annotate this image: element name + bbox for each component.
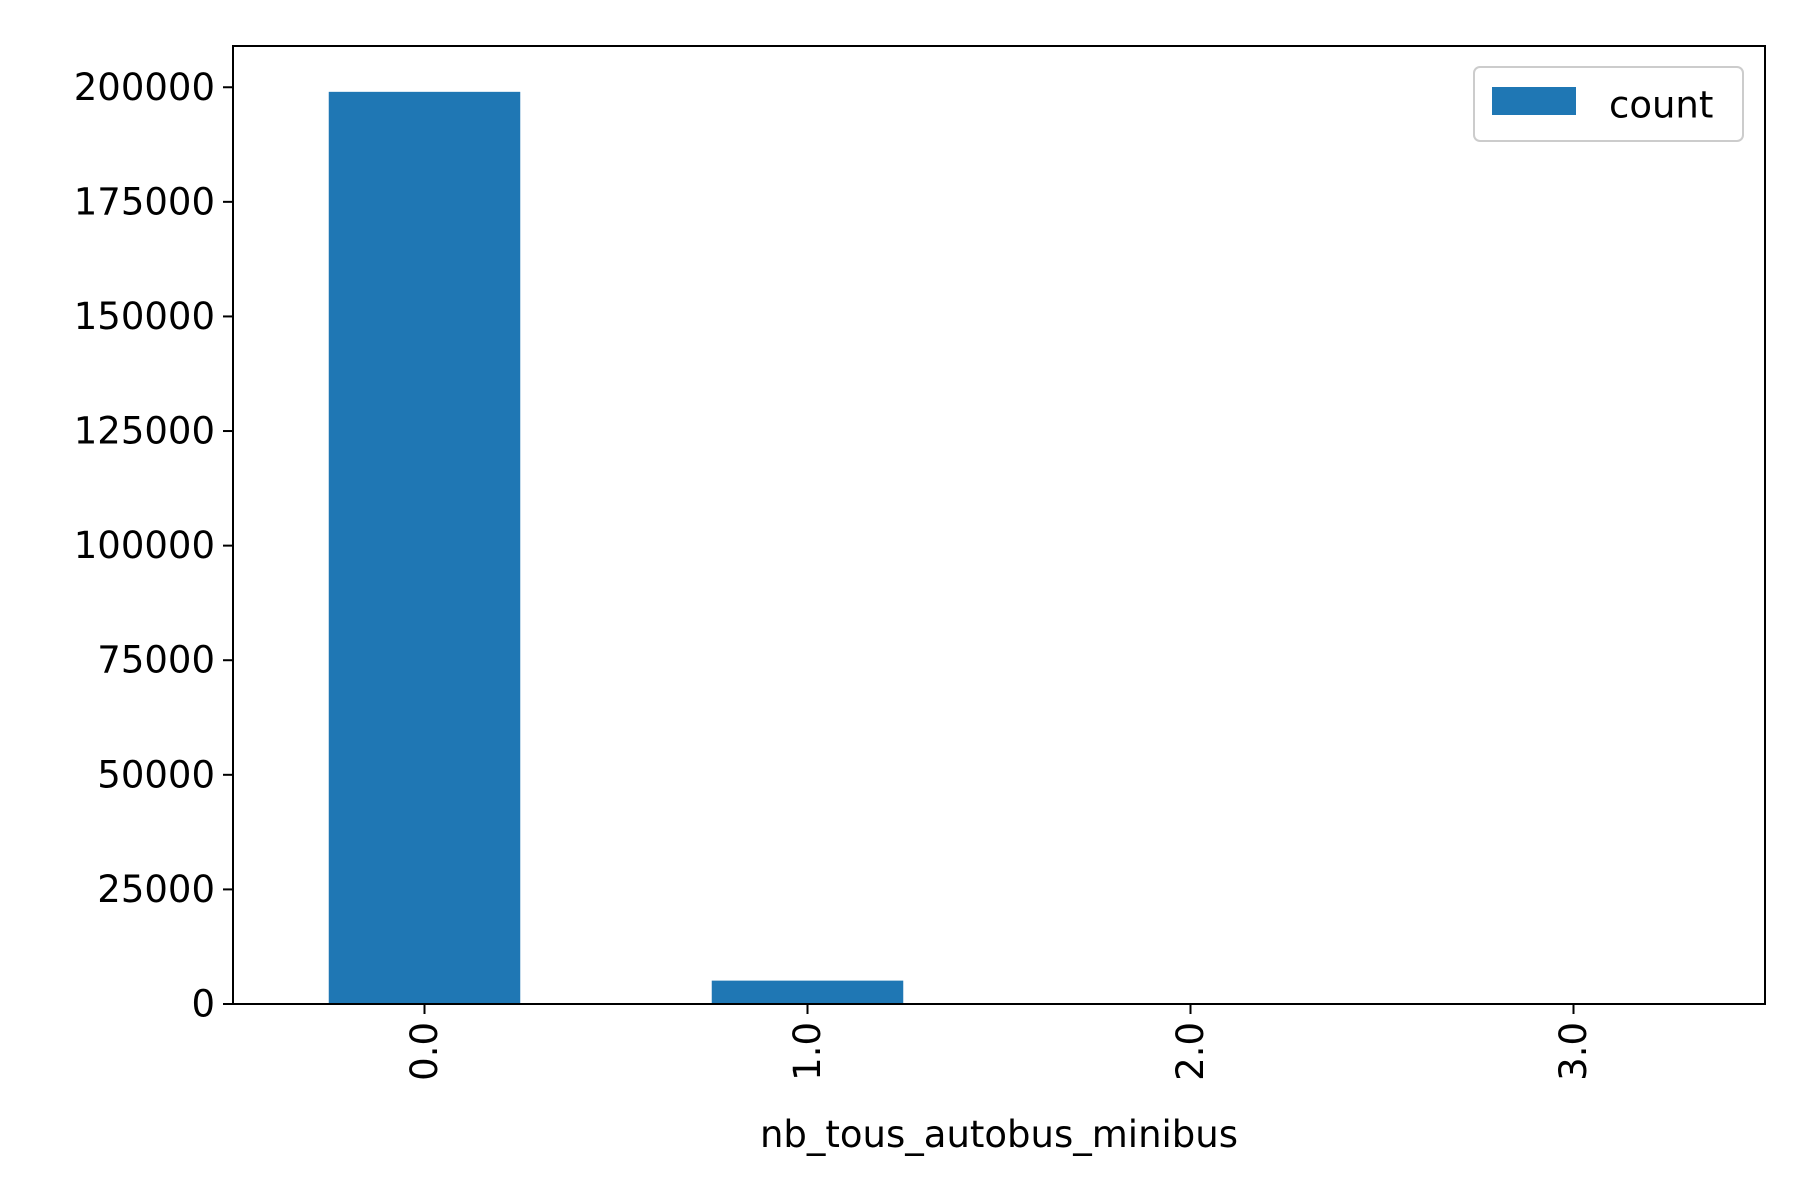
y-tick-label: 125000 xyxy=(74,410,215,453)
y-tick-label: 25000 xyxy=(97,868,215,911)
y-tick-label: 150000 xyxy=(74,295,215,338)
y-tick-label: 75000 xyxy=(97,639,215,682)
legend: count xyxy=(1474,67,1743,141)
x-tick-label: 2.0 xyxy=(1169,1022,1212,1081)
legend-swatch xyxy=(1492,87,1576,115)
y-tick-label: 0 xyxy=(191,983,215,1026)
bar-1.0 xyxy=(712,981,904,1004)
y-axis: 0 25000 50000 75000 100000 125000 150000 175000… xyxy=(74,66,233,1026)
y-tick-label: 50000 xyxy=(97,753,215,796)
x-tick-label: 3.0 xyxy=(1552,1022,1595,1081)
y-tick-label: 175000 xyxy=(74,180,215,223)
y-tick-label: 200000 xyxy=(74,66,215,109)
x-tick-label: 0.0 xyxy=(403,1022,446,1081)
bar-0.0 xyxy=(329,92,521,1004)
x-axis-label: nb_tous_autobus_minibus xyxy=(760,1113,1238,1156)
x-tick-label: 1.0 xyxy=(786,1022,829,1081)
legend-label: count xyxy=(1609,84,1713,127)
y-tick-label: 100000 xyxy=(74,524,215,567)
